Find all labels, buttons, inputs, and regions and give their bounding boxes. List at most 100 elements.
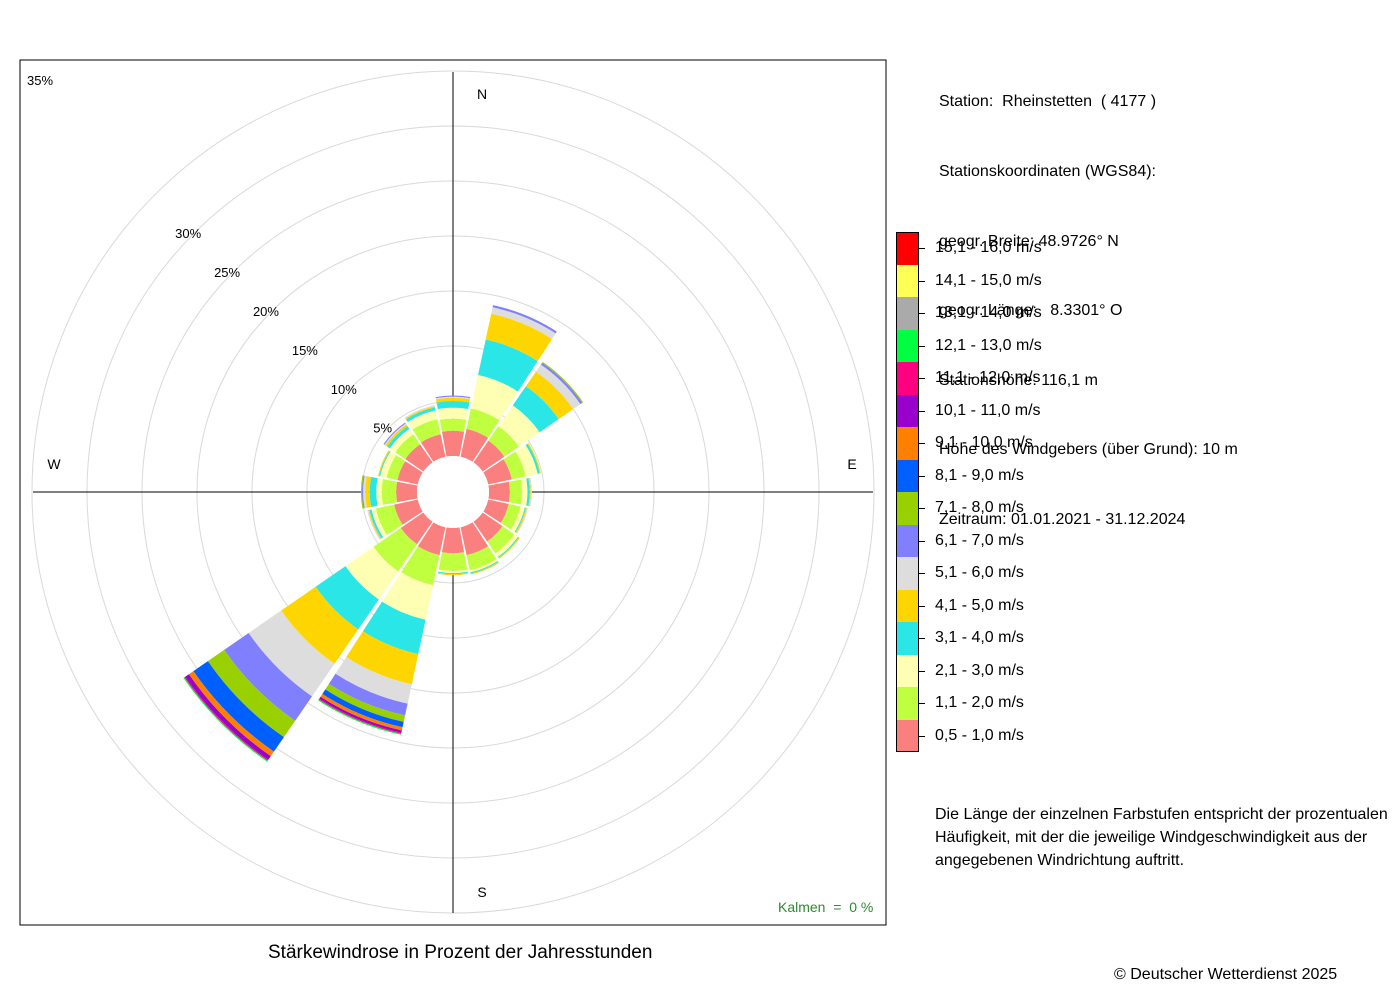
bar-nnw-3-1-4-0-m-s <box>405 407 436 423</box>
bar-nnw-0-5-1-0-m-s <box>420 434 446 462</box>
bar-nw-5-1-6-0-m-s <box>384 423 407 446</box>
bar-s-3-1-4-0-m-s <box>438 571 468 575</box>
bar-sse-4-1-5-0-m-s <box>470 561 499 575</box>
bar-sw-4-1-5-0-m-s <box>281 586 359 664</box>
bar-nw-3-1-4-0-m-s <box>387 426 410 449</box>
plot-frame <box>19 59 887 926</box>
bar-ssw-5-1-6-0-m-s <box>335 657 412 704</box>
bar-ssw-8-1-9-0-m-s <box>322 689 404 728</box>
sector-n <box>435 395 471 457</box>
bar-ne-5-1-6-0-m-s <box>535 364 581 410</box>
bar-sw-8-1-9-0-m-s <box>193 661 284 752</box>
legend-swatch <box>896 654 919 687</box>
bar-e-1-1-2-0-m-s <box>508 479 523 505</box>
bar-ne-1-1-2-0-m-s <box>488 426 519 457</box>
bar-n-4-1-5-0-m-s <box>435 397 471 403</box>
legend-swatch <box>896 329 919 362</box>
legend-label: 1,1 - 2,0 m/s <box>935 694 1024 711</box>
bar-ssw-2-1-3-0-m-s <box>382 572 433 620</box>
compass-label-s: S <box>477 884 486 900</box>
bar-se-2-1-3-0-m-s <box>495 534 518 557</box>
bar-ne-6-1-7-0-m-s <box>540 362 583 405</box>
chart-title: Stärkewindrose in Prozent der Jahresstun… <box>268 942 653 963</box>
legend-tick <box>919 573 925 574</box>
copyright-notice: © Deutscher Wetterdienst 2025 <box>1114 966 1338 983</box>
sector-wnw <box>378 450 423 485</box>
legend-tick <box>919 670 925 672</box>
bar-ese-3-1-4-0-m-s <box>514 507 526 533</box>
legend-label: 5,1 - 6,0 m/s <box>935 564 1024 581</box>
legend-tick <box>919 443 925 444</box>
sector-se <box>473 512 520 559</box>
bar-ese-4-1-5-0-m-s <box>515 507 527 534</box>
compass-labels: N E S W <box>47 86 856 900</box>
bar-w-7-1-8-0-m-s <box>360 475 364 509</box>
bar-ese-0-5-1-0-m-s <box>483 499 509 523</box>
sector-nne <box>460 305 557 462</box>
radial-tick-label-15: 15% <box>292 343 318 358</box>
bar-e-0-5-1-0-m-s <box>488 481 510 503</box>
bar-wnw-0-5-1-0-m-s <box>397 461 423 485</box>
legend-label: 8,1 - 9,0 m/s <box>935 466 1024 484</box>
sector-ssw <box>318 522 446 735</box>
bar-n-6-1-7-0-m-s <box>435 395 471 399</box>
calm-percentage: Kalmen = 0 % <box>778 899 874 915</box>
station-info: Station: Rheinstetten ( 4177 ) Stationsk… <box>939 44 1238 554</box>
bar-wsw-1-1-2-0-m-s <box>375 504 403 535</box>
sector-e <box>488 477 532 507</box>
legend-swatch <box>896 589 919 622</box>
legend-tick <box>919 605 925 607</box>
legend-tick <box>919 508 925 509</box>
bar-w-4-1-5-0-m-s <box>365 476 372 508</box>
sector-s <box>437 527 469 576</box>
radial-tick-label-30: 30% <box>175 226 201 241</box>
radial-tick-label-20: 20% <box>253 304 279 319</box>
bar-wsw-4-1-5-0-m-s <box>368 509 382 540</box>
bar-se-0-5-1-0-m-s <box>473 512 503 542</box>
bar-se-1-1-2-0-m-s <box>487 526 515 554</box>
bar-sw-6-1-7-0-m-s <box>224 633 312 721</box>
sector-sw <box>183 512 433 762</box>
sector-wsw <box>367 499 423 540</box>
bar-ssw-4-1-5-0-m-s <box>346 631 419 685</box>
time-period: Zeitraum: 01.01.2021 - 31.12.2024 <box>939 510 1186 528</box>
legend-label: 9,1 - 10,0 m/s <box>935 434 1033 451</box>
bar-sw-10-1-11-0-m-s <box>185 674 271 760</box>
bar-e-5-1-6-0-m-s <box>529 477 532 507</box>
bar-wnw-2-1-3-0-m-s <box>380 451 396 478</box>
bar-w-0-5-1-0-m-s <box>396 481 418 503</box>
bar-n-3-1-4-0-m-s <box>436 400 470 409</box>
legend-label: 0,5 - 1,0 m/s <box>935 726 1024 744</box>
legend-swatch <box>896 687 919 720</box>
legend-tick <box>919 410 925 412</box>
radial-tick-label-10: 10% <box>331 382 357 397</box>
bar-nne-3-1-4-0-m-s <box>478 339 538 392</box>
bar-nnw-4-1-5-0-m-s <box>405 406 435 420</box>
bar-nnw-5-1-6-0-m-s <box>404 405 435 419</box>
bar-nne-0-5-1-0-m-s <box>460 428 489 462</box>
bar-ene-3-1-4-0-m-s <box>525 443 540 474</box>
bar-e-3-1-4-0-m-s <box>526 478 530 506</box>
bar-e-2-1-3-0-m-s <box>520 478 528 506</box>
bar-nw-2-1-3-0-m-s <box>389 428 414 453</box>
sector-nw <box>383 422 433 472</box>
sector-w <box>360 475 418 509</box>
legend-swatch <box>896 394 919 427</box>
legend-tick <box>919 703 925 704</box>
station-coords-label: Stationskoordinaten (WGS84): <box>939 163 1156 180</box>
legend-label: 12,1 - 13,0 m/s <box>935 336 1042 354</box>
compass-label-w: W <box>47 456 61 472</box>
calm-center-circle <box>417 456 489 528</box>
bar-nw-1-1-2-0-m-s <box>395 434 421 460</box>
bar-ne-4-1-5-0-m-s <box>525 371 574 420</box>
bar-s-4-1-5-0-m-s <box>437 572 469 576</box>
bar-wsw-3-1-4-0-m-s <box>369 509 384 539</box>
bar-ene-0-5-1-0-m-s <box>483 459 512 485</box>
legend-tick <box>919 638 925 639</box>
bar-sse-0-5-1-0-m-s <box>460 522 489 556</box>
bar-nne-6-1-7-0-m-s <box>492 305 557 334</box>
legend-swatch <box>896 297 919 330</box>
legend-tick <box>919 345 925 347</box>
bar-se-3-1-4-0-m-s <box>497 536 519 558</box>
